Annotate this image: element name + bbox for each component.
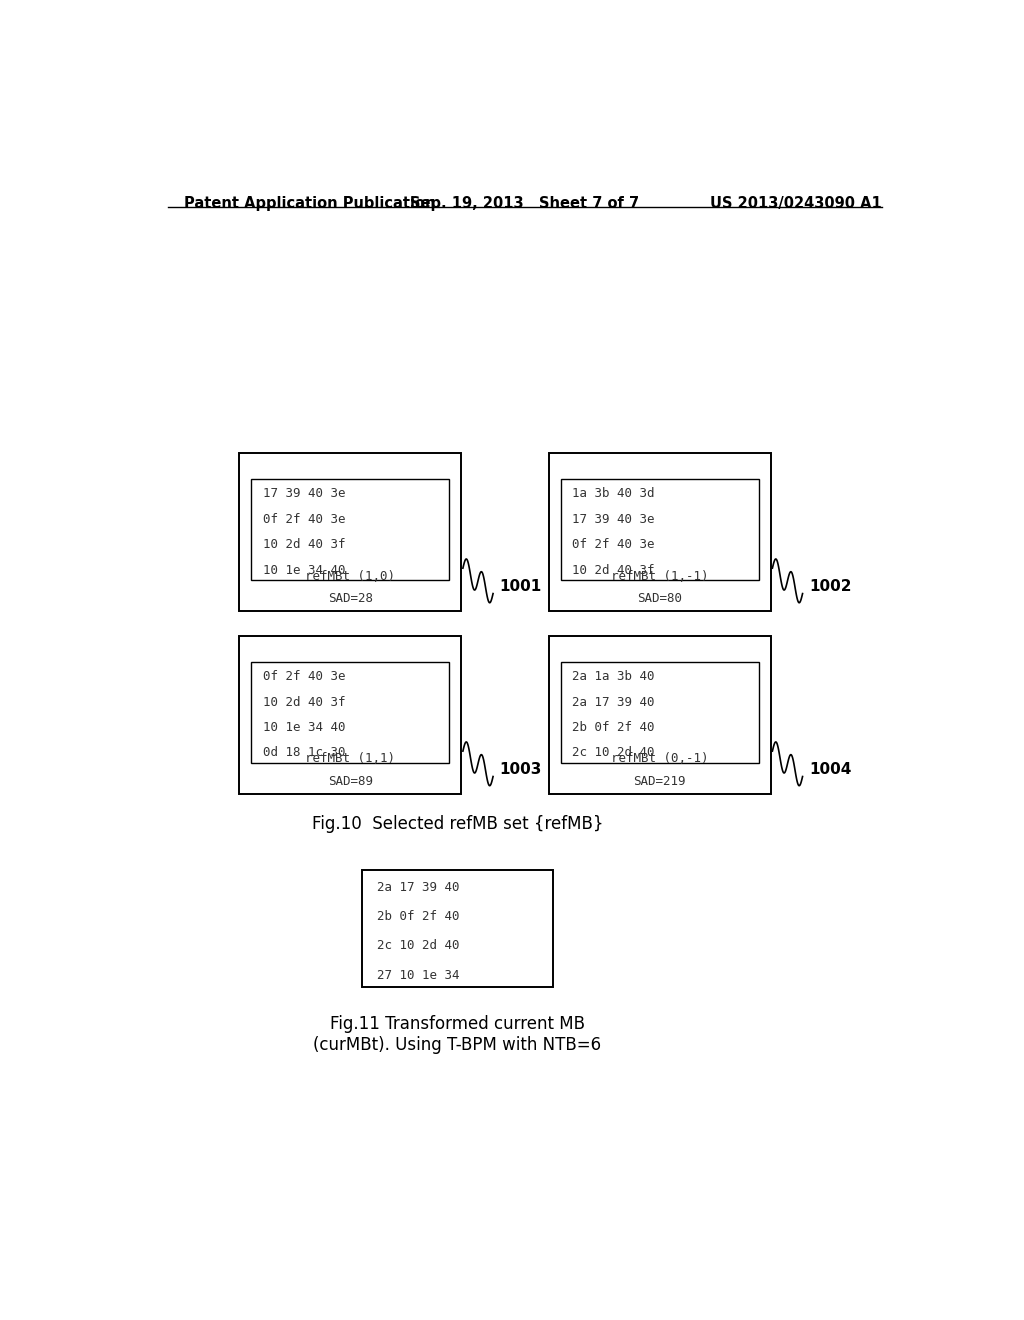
Bar: [560, 479, 759, 581]
Text: SAD=80: SAD=80: [637, 591, 682, 605]
Bar: [240, 636, 461, 793]
Text: (curMBt). Using T-BPM with NTB=6: (curMBt). Using T-BPM with NTB=6: [313, 1036, 601, 1053]
Text: Fig.11 Transformed current MB: Fig.11 Transformed current MB: [330, 1015, 585, 1034]
Text: 2b 0f 2f 40: 2b 0f 2f 40: [378, 909, 460, 923]
Text: 1a 3b 40 3d: 1a 3b 40 3d: [572, 487, 655, 500]
Text: Sep. 19, 2013   Sheet 7 of 7: Sep. 19, 2013 Sheet 7 of 7: [411, 195, 639, 211]
Text: Fig.10  Selected refMB set {refMB}: Fig.10 Selected refMB set {refMB}: [311, 816, 603, 833]
Bar: [560, 661, 759, 763]
Text: SAD=28: SAD=28: [328, 591, 373, 605]
Text: 10 2d 40 3f: 10 2d 40 3f: [572, 564, 655, 577]
Text: Patent Application Publication: Patent Application Publication: [183, 195, 435, 211]
Text: 17 39 40 3e: 17 39 40 3e: [263, 487, 345, 500]
Text: 27 10 1e 34: 27 10 1e 34: [378, 969, 460, 982]
Text: 2a 1a 3b 40: 2a 1a 3b 40: [572, 671, 655, 684]
Bar: [251, 479, 450, 581]
Text: 2c 10 2d 40: 2c 10 2d 40: [378, 940, 460, 952]
Text: 1001: 1001: [500, 579, 542, 594]
Text: 2b 0f 2f 40: 2b 0f 2f 40: [572, 721, 655, 734]
Text: refMBt (1,-1): refMBt (1,-1): [611, 569, 709, 582]
Bar: [251, 661, 450, 763]
Text: 0f 2f 40 3e: 0f 2f 40 3e: [263, 671, 345, 684]
Text: 2c 10 2d 40: 2c 10 2d 40: [572, 747, 655, 759]
Text: 2a 17 39 40: 2a 17 39 40: [378, 880, 460, 894]
Text: 10 1e 34 40: 10 1e 34 40: [263, 721, 345, 734]
Text: refMBt (1,1): refMBt (1,1): [305, 752, 395, 766]
Text: refMBt (1,0): refMBt (1,0): [305, 569, 395, 582]
Text: 1004: 1004: [809, 762, 851, 777]
Text: 17 39 40 3e: 17 39 40 3e: [572, 512, 655, 525]
Text: 0f 2f 40 3e: 0f 2f 40 3e: [263, 512, 345, 525]
Text: 0d 18 1c 30: 0d 18 1c 30: [263, 747, 345, 759]
Text: 10 2d 40 3f: 10 2d 40 3f: [263, 696, 345, 709]
Text: 2a 17 39 40: 2a 17 39 40: [572, 696, 655, 709]
Text: SAD=219: SAD=219: [634, 775, 686, 788]
Bar: [362, 870, 553, 987]
Text: 0f 2f 40 3e: 0f 2f 40 3e: [572, 539, 655, 552]
Text: 1002: 1002: [809, 579, 851, 594]
Text: SAD=89: SAD=89: [328, 775, 373, 788]
Text: 10 1e 34 40: 10 1e 34 40: [263, 564, 345, 577]
Text: refMBt (0,-1): refMBt (0,-1): [611, 752, 709, 766]
Bar: [549, 636, 771, 793]
Text: 1003: 1003: [500, 762, 542, 777]
Bar: [240, 453, 461, 611]
Text: US 2013/0243090 A1: US 2013/0243090 A1: [711, 195, 882, 211]
Bar: [549, 453, 771, 611]
Text: 10 2d 40 3f: 10 2d 40 3f: [263, 539, 345, 552]
